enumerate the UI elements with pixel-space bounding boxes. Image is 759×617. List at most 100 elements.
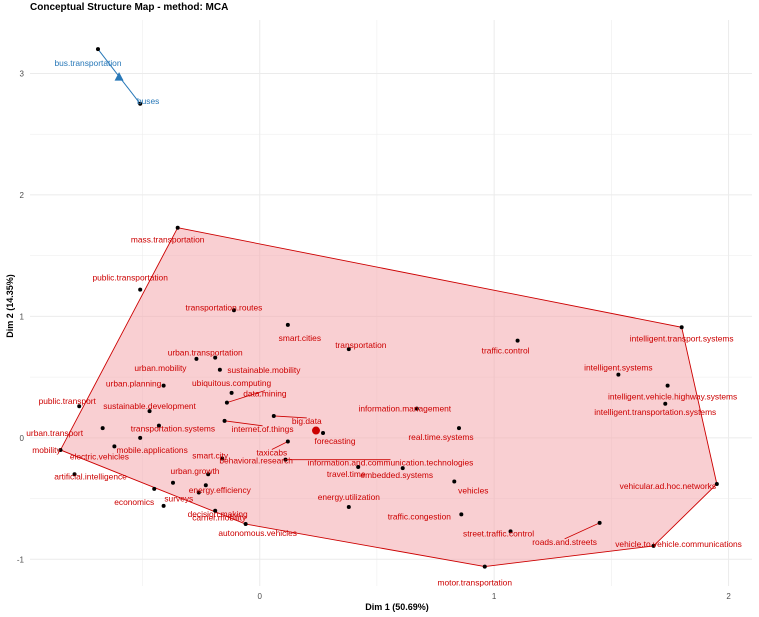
- x-tick-label: 2: [726, 592, 731, 601]
- point-smart.cities: [285, 322, 290, 327]
- point-buses: [138, 101, 143, 106]
- label-motor.transportation: motor.transportation: [438, 578, 513, 588]
- label-intelligent.transportation.systems: intelligent.transportation.systems: [594, 407, 716, 417]
- point-intelligent.transport.systems: [679, 325, 684, 330]
- x-tick-label: 1: [492, 592, 497, 601]
- point-behavioral.research: [206, 472, 211, 477]
- label-carrier.mobility: carrier.mobility: [192, 513, 247, 523]
- label-ubiquitous.computing: ubiquitous.computing: [192, 378, 271, 388]
- axis-ticks: 0 1 2 -1 0 1 2 3: [17, 69, 731, 601]
- label-urban.growth: urban.growth: [171, 466, 220, 476]
- label-smart.city: smart.city: [192, 450, 229, 460]
- point-motor.transportation: [482, 564, 487, 569]
- label-internet.of.things: internet.of.things: [232, 424, 294, 434]
- label-travel.time: travel.time: [327, 469, 366, 479]
- label-intelligent.systems: intelligent.systems: [584, 363, 652, 373]
- point-traffic.congestion: [459, 512, 464, 517]
- cluster-hulls: [59, 48, 718, 568]
- label-information.and.communication.technologies: information.and.communication.technologi…: [308, 458, 474, 468]
- label-urban.mobility: urban.mobility: [134, 363, 187, 373]
- point-intelligent.systems: [616, 372, 621, 377]
- x-tick-label: 0: [258, 592, 263, 601]
- point-transportation.routes: [231, 308, 236, 313]
- point-decision.making: [161, 503, 166, 508]
- y-tick-label: 1: [20, 312, 25, 321]
- label-urban.transport: urban.transport: [26, 428, 83, 438]
- label-decision.making: decision.making: [188, 509, 248, 519]
- label-big.data: big.data: [292, 416, 322, 426]
- label-traffic.congestion: traffic.congestion: [388, 511, 452, 521]
- leader-taxicabs: [271, 441, 289, 450]
- y-tick-label: 3: [20, 69, 25, 78]
- point-electric.vehicles: [112, 444, 117, 449]
- x-axis-label: Dim 1 (50.69%): [365, 602, 429, 612]
- point-travel.time: [356, 464, 361, 469]
- label-leader-lines: [224, 390, 600, 540]
- point-real.time.systems: [456, 426, 461, 431]
- point-big.data: [271, 413, 276, 418]
- label-urban.transportation: urban.transportation: [168, 348, 243, 358]
- point-vehicular.ad.hoc.networks: [714, 481, 719, 486]
- data-points: [58, 47, 719, 569]
- label-data.mining: data.mining: [243, 389, 287, 399]
- point-roads.and.streets: [597, 520, 602, 525]
- point-information.management: [414, 406, 419, 411]
- label-economics: economics: [114, 497, 154, 507]
- point-taxicabs: [285, 439, 290, 444]
- label-traffic.control: traffic.control: [482, 346, 530, 356]
- point-economics: [152, 486, 157, 491]
- label-energy.utilization: energy.utilization: [318, 492, 381, 502]
- point-embedded.systems: [400, 466, 405, 471]
- point-bus.transportation: [95, 47, 100, 52]
- label-smart.cities: smart.cities: [279, 333, 321, 343]
- cluster-1-hull: [59, 227, 718, 568]
- point-mobile.applications: [138, 435, 143, 440]
- point-transportation.systems: [156, 423, 161, 428]
- point-sustainable.development: [147, 409, 152, 414]
- label-transportation.routes: transportation.routes: [186, 302, 263, 312]
- label-sustainable.mobility: sustainable.mobility: [227, 365, 301, 375]
- chart-title: Conceptual Structure Map - method: MCA: [30, 2, 229, 13]
- label-mass.transportation: mass.transportation: [131, 235, 205, 245]
- label-urban.planning: urban.planning: [106, 379, 162, 389]
- label-bus.transportation: bus.transportation: [54, 58, 121, 68]
- label-transportation.systems: transportation.systems: [131, 424, 215, 434]
- label-buses: buses: [137, 96, 159, 106]
- label-roads.and.streets: roads.and.streets: [532, 537, 597, 547]
- point-traffic.control: [515, 338, 520, 343]
- label-forecasting: forecasting: [315, 436, 356, 446]
- label-taxicabs: taxicabs: [256, 447, 287, 457]
- point-intelligent.vehicle.highway.systems: [665, 383, 670, 388]
- label-mobile.applications: mobile.applications: [117, 445, 188, 455]
- label-real.time.systems: real.time.systems: [408, 432, 473, 442]
- label-sustainable.development: sustainable.development: [103, 401, 196, 411]
- point-public.transportation: [138, 287, 143, 292]
- point-artificial.intelligence: [72, 472, 77, 477]
- label-mobility: mobility: [32, 445, 61, 455]
- point-urban.transportation: [213, 355, 218, 360]
- label-transportation: transportation: [335, 340, 387, 350]
- point-street.traffic.control: [508, 529, 513, 534]
- point-intelligent.transportation.systems: [663, 401, 668, 406]
- label-surveys: surveys: [164, 493, 193, 503]
- leader-internet.of.things: [224, 420, 263, 427]
- point-smart.city: [220, 456, 225, 461]
- point-urban.transport: [100, 426, 105, 431]
- point-autonomous.vehicles: [243, 522, 248, 527]
- label-embedded.systems: embedded.systems: [360, 470, 433, 480]
- point-carrier.mobility: [213, 508, 218, 513]
- point-mass.transportation: [175, 225, 180, 230]
- label-street.traffic.control: street.traffic.control: [463, 528, 534, 538]
- label-public.transportation: public.transportation: [92, 273, 168, 283]
- point-urban.planning: [161, 383, 166, 388]
- point-public.transport: [77, 404, 82, 409]
- y-tick-label: -1: [17, 555, 25, 564]
- leader-big.data: [273, 415, 307, 419]
- point-forecasting: [321, 430, 326, 435]
- point-transportation: [346, 347, 351, 352]
- point-labels: mass.transportation public.transportation…: [26, 58, 742, 587]
- label-vehicles: vehicles: [458, 486, 488, 496]
- point-ubiquitous.computing: [229, 390, 234, 395]
- y-tick-label: 2: [20, 191, 25, 200]
